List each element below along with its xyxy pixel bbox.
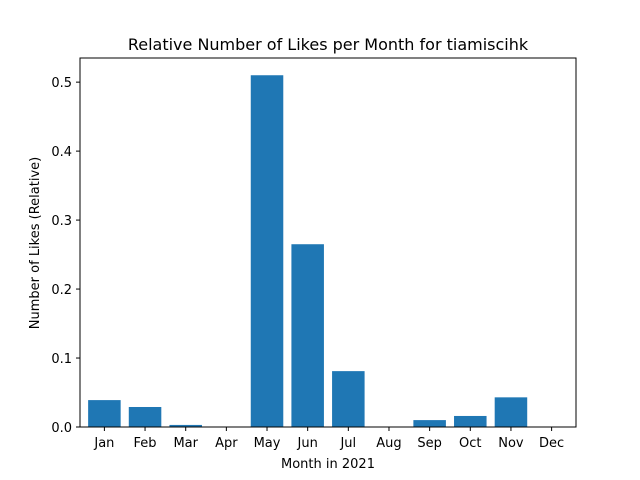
y-ticks-group: 0.0 0.1 0.2 0.3 0.4 0.5 <box>51 76 80 436</box>
x-ticks-group: Jan Feb Mar Apr May Jun Jul Aug Sep Oct Nov Dec <box>93 427 564 451</box>
x-tick-label: Jul <box>339 436 356 451</box>
x-tick-label: Oct <box>459 436 481 451</box>
y-tick-label: 0.5 <box>51 76 72 91</box>
bar-jan <box>88 400 121 427</box>
y-tick-label: 0.1 <box>51 352 72 367</box>
x-tick-label: May <box>254 436 281 451</box>
x-tick-label: Feb <box>134 436 157 451</box>
plot-frame <box>79 57 577 428</box>
bar-nov <box>494 397 528 427</box>
x-tick-label: Jan <box>93 436 114 451</box>
bar-jul <box>332 371 365 427</box>
x-axis-label: Month in 2021 <box>281 457 375 472</box>
x-tick-label: Apr <box>215 436 238 451</box>
x-tick-label: Sep <box>417 436 442 451</box>
bar-may <box>250 75 284 428</box>
chart-title: Relative Number of Likes per Month for t… <box>128 35 529 54</box>
bar-sep <box>413 420 446 427</box>
bars-group <box>88 75 528 428</box>
bar-mar <box>169 424 202 427</box>
bar-feb <box>128 406 162 427</box>
x-tick-label: Dec <box>539 436 564 451</box>
x-tick-label: Aug <box>376 436 401 451</box>
x-tick-label: Nov <box>498 436 524 451</box>
bar-oct <box>454 415 487 427</box>
y-tick-label: 0.0 <box>51 421 72 436</box>
y-axis-label: Number of Likes (Relative) <box>28 157 43 329</box>
y-tick-label: 0.4 <box>51 145 72 160</box>
x-tick-label: Jun <box>297 436 318 451</box>
y-tick-label: 0.2 <box>51 283 72 298</box>
bar-jun <box>291 244 324 427</box>
x-tick-label: Mar <box>173 436 198 451</box>
y-tick-label: 0.3 <box>51 214 72 229</box>
